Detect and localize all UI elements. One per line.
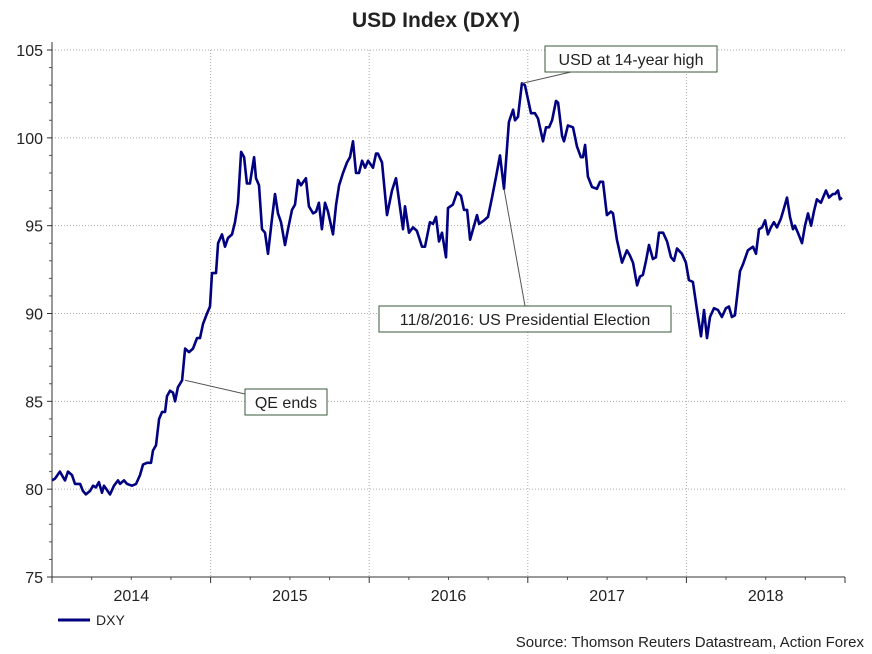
annotation-label: 11/8/2016: US Presidential Election [400,312,651,329]
chart-title: USD Index (DXY) [352,9,520,32]
series-line-dxy [51,82,843,496]
source-note: Source: Thomson Reuters Datastream, Acti… [516,634,865,651]
y-tick-label: 90 [25,307,43,324]
x-tick-label: 2014 [114,588,150,605]
legend-label-dxy: DXY [96,612,125,628]
annotation-leader-line [503,188,526,307]
x-tick-label: 2015 [272,588,308,605]
annotation-box [544,45,718,73]
annotation-label: USD at 14-year high [559,52,704,69]
x-tick-label: 2016 [431,588,467,605]
annotation-box [244,388,328,416]
legend: DXY [58,612,125,628]
y-tick-label: 85 [25,394,43,411]
axes: 75 80 85 90 95 100 105 2014 2015 2016 2017 2018 [16,42,846,605]
x-tick-label: 2017 [589,588,625,605]
gridlines [52,49,845,577]
annotation-leader-line [184,379,246,395]
y-tick-label: 105 [16,43,43,60]
annotation-box [378,305,672,333]
y-tick-label: 100 [16,131,43,148]
annotations: QE ends USD at 14-year high 11/8/2016: US … [184,45,718,416]
y-tick-label: 75 [25,570,43,587]
y-tick-label: 80 [25,482,43,499]
annotation-leader-line [521,71,572,84]
annotation-label: QE ends [255,395,317,412]
y-tick-label: 95 [25,219,43,236]
x-tick-label: 2018 [748,588,784,605]
series-lines [51,82,843,496]
